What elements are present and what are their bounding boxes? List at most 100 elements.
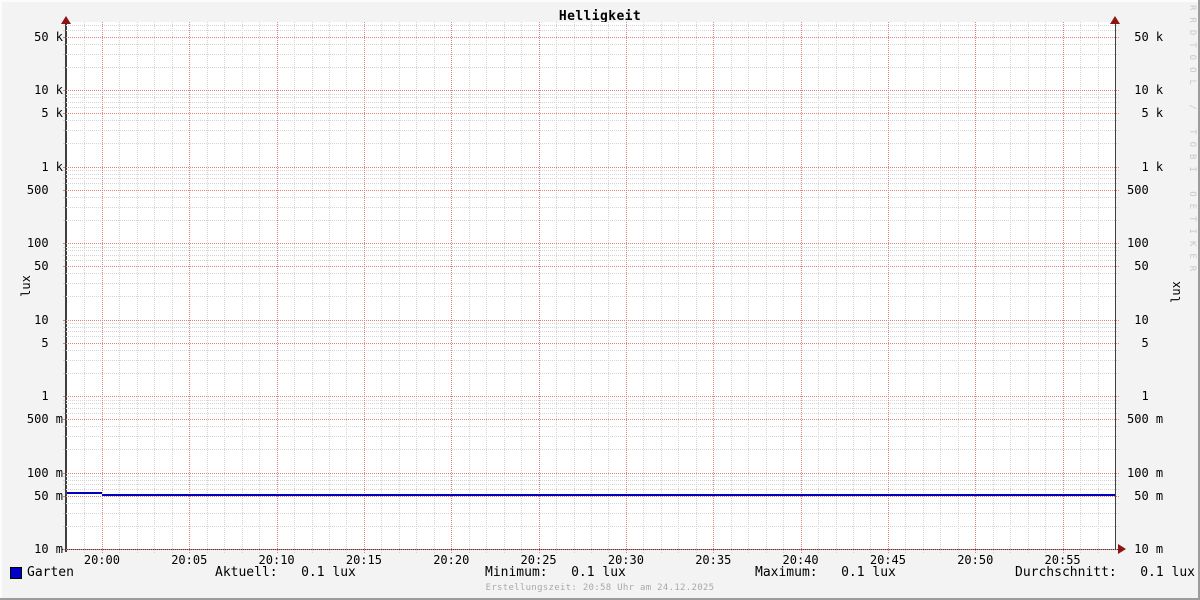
v-gridline-minor (992, 22, 994, 553)
v-gridline-minor (730, 22, 732, 553)
frame-edge-left (0, 0, 2, 600)
y-tick-label-right: 50 k (1127, 29, 1164, 44)
v-gridline-minor (748, 22, 750, 553)
v-gridline-minor (1045, 22, 1047, 553)
y-tick-label-right: 5 (1127, 335, 1164, 350)
x-axis-arrow-icon (1118, 544, 1126, 554)
y-tick-label-right: 5 k (1127, 106, 1164, 121)
chart-title: Helligkeit (558, 9, 642, 24)
y-tick-label-left: 50 k (26, 29, 63, 44)
y-tick-label-right: 500 m (1127, 412, 1164, 427)
h-gridline-major (63, 549, 1119, 550)
v-gridline-minor (957, 22, 959, 553)
v-gridline-minor (1097, 22, 1099, 553)
frame-edge-right (1198, 0, 1200, 600)
v-gridline-minor (294, 22, 296, 553)
y-tick-label-left: 100 (26, 236, 63, 250)
v-gridline-major (101, 22, 103, 553)
v-gridline-major (975, 22, 977, 553)
y-axis-right-unit-label: lux (1169, 281, 1183, 303)
v-gridline-major (800, 22, 802, 553)
y-axis-left-unit-label: lux (19, 275, 33, 297)
y-tick-label-left: 50 (26, 259, 63, 274)
v-gridline-minor (311, 22, 313, 553)
y-tick-label-right: 100 (1127, 236, 1164, 250)
h-gridline-major (63, 90, 1119, 91)
v-gridline-major (625, 22, 627, 553)
v-gridline-minor (853, 22, 854, 553)
x-tick-label: 20:40 (782, 553, 819, 567)
y-tick-label-left: 1 (26, 389, 63, 403)
y-tick-label-left: 500 (26, 182, 63, 197)
v-gridline-minor (835, 22, 837, 553)
x-tick-label: 20:35 (695, 553, 732, 567)
y-axis-right-line (1115, 20, 1116, 550)
y-tick-label-right: 10 (1127, 312, 1164, 327)
x-tick-label: 20:20 (433, 553, 470, 567)
series-line-segment (67, 491, 102, 494)
v-gridline-minor (573, 22, 575, 553)
v-gridline-major (363, 22, 365, 553)
v-gridline-minor (905, 22, 907, 553)
h-gridline-major (63, 396, 1119, 397)
x-tick-label: 20:25 (520, 553, 557, 567)
v-gridline-minor (136, 22, 138, 553)
x-tick-label: 20:30 (607, 553, 644, 567)
frame-edge-bottom (0, 598, 1200, 600)
y-tick-label-left: 500 m (26, 412, 63, 427)
v-gridline-minor (521, 22, 523, 553)
y-tick-label-left: 1 k (26, 159, 63, 174)
v-gridline-minor (398, 22, 400, 553)
h-gridline-major (63, 342, 1119, 344)
x-tick-label: 20:45 (869, 553, 906, 567)
v-gridline-minor (1027, 22, 1029, 553)
v-gridline-minor (1080, 22, 1082, 553)
y-tick-label-right: 100 m (1127, 465, 1164, 480)
v-gridline-minor (783, 22, 785, 553)
y-axis-left-line (65, 20, 67, 552)
y-axis-left-arrow-icon (61, 16, 71, 24)
v-gridline-major (451, 22, 453, 553)
v-gridline-minor (433, 22, 435, 553)
x-tick-label: 20:00 (83, 553, 120, 567)
h-gridline-major (63, 419, 1119, 421)
v-gridline-minor (765, 22, 767, 553)
h-gridline-major (63, 113, 1119, 115)
v-gridline-minor (818, 22, 820, 553)
v-gridline-minor (416, 22, 418, 553)
v-gridline-minor (241, 22, 243, 553)
h-gridline-major (63, 319, 1119, 321)
v-gridline-minor (468, 22, 470, 553)
y-tick-label-right: 1 k (1127, 159, 1164, 174)
v-gridline-minor (556, 22, 558, 553)
v-gridline-minor (259, 22, 261, 553)
y-tick-label-left: 5 (26, 335, 63, 350)
creation-time-label: Erstellungszeit: 20:58 Uhr am 24.12.2025 (485, 583, 715, 593)
v-gridline-minor (154, 22, 156, 553)
y-tick-label-right: 10 m (1127, 542, 1164, 556)
v-gridline-minor (870, 22, 872, 553)
x-tick-label: 20:05 (171, 553, 208, 567)
v-gridline-major (276, 22, 278, 553)
h-gridline-major (63, 36, 1119, 38)
v-gridline-minor (84, 22, 86, 553)
x-tick-label: 20:15 (345, 553, 382, 567)
v-gridline-minor (695, 22, 697, 553)
v-gridline-minor (922, 22, 924, 553)
frame-edge-top (0, 0, 1200, 2)
stat-durchschnitt: Durchschnitt: 0.1 lux (1015, 565, 1196, 580)
y-tick-label-left: 5 k (26, 106, 63, 121)
h-gridline-major (63, 472, 1119, 474)
y-tick-label-left: 10 m (26, 542, 63, 556)
y-axis-right-arrow-icon (1110, 16, 1120, 24)
v-gridline-minor (940, 22, 942, 553)
v-gridline-minor (678, 22, 680, 553)
h-gridline-major (63, 189, 1119, 191)
y-tick-label-right: 500 (1127, 182, 1164, 197)
v-gridline-minor (608, 22, 610, 553)
v-gridline-minor (206, 22, 208, 553)
v-gridline-minor (119, 22, 121, 553)
v-gridline-minor (591, 22, 592, 553)
v-gridline-minor (171, 22, 173, 553)
